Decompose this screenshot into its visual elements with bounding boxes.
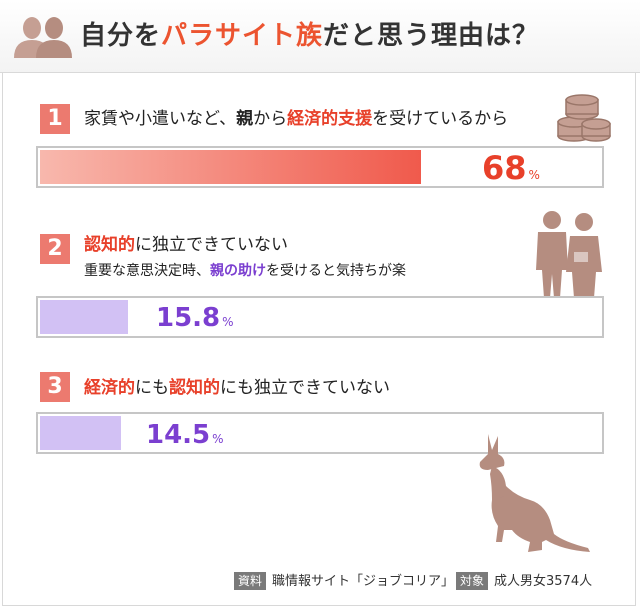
item-1-number-badge: 1 [40, 104, 70, 134]
item-3-bar [40, 416, 121, 450]
footer-target: 対象 成人男女3574人 [456, 572, 592, 592]
title-part-1: 自分を [80, 21, 162, 51]
item-2-label-text: に独立できていない [135, 235, 288, 255]
page-title: 自分をパラサイト族だと思う理由は？ [80, 18, 539, 54]
couple-icon [536, 211, 602, 298]
item-3-label-text: にも独立できていない [220, 378, 390, 398]
item-2-sublabel-text: 重要な意思決定時、 [84, 263, 210, 279]
item-3-number-badge: 3 [40, 372, 70, 402]
source-tag: 資料 [234, 572, 267, 590]
people-icon [14, 17, 72, 58]
item-2-label: 認知的に独立できていない [84, 233, 288, 257]
item-1-value: 68% [482, 152, 540, 184]
item-1-label: 家賃や小遣いなど、親から経済的支援を受けているから [84, 107, 508, 131]
item-1-value-unit: % [528, 168, 540, 182]
target-tag: 対象 [456, 572, 489, 590]
item-3-label-highlight: 認知的 [169, 378, 220, 398]
item-1-label-text: から [253, 109, 288, 129]
item-1-label-highlight: 経済的支援 [287, 109, 373, 129]
item-3-label: 経済的にも認知的にも独立できていない [84, 376, 390, 400]
item-2-number-badge: 2 [40, 234, 70, 264]
item-2-sublabel-highlight: 親の助け [210, 263, 266, 279]
item-2-sublabel: 重要な意思決定時、親の助けを受けると気持ちが楽 [84, 261, 406, 281]
title-part-2: パラサイト族 [161, 21, 324, 51]
item-3-value-unit: % [212, 432, 224, 446]
title-part-3: だと思う理由は？ [323, 21, 540, 51]
item-1-label-text: 家賃や小遣いなど、 [84, 109, 237, 129]
item-1-label-text: を受けているから [372, 109, 509, 129]
item-3-label-highlight: 経済的 [84, 378, 135, 398]
item-1-bar [40, 150, 421, 184]
footer-source: 資料 職情報サイト「ジョブコリア」 [234, 572, 454, 592]
item-2-sublabel-text: を受けると気持ちが楽 [266, 263, 406, 279]
header: 自分をパラサイト族だと思う理由は？ [0, 0, 640, 73]
item-3-value: 14.5% [146, 422, 224, 448]
item-3-bar-track [36, 412, 604, 454]
item-2-bar-track [36, 296, 604, 338]
source-text: 職情報サイト「ジョブコリア」 [272, 574, 455, 589]
item-3-value-number: 14.5 [146, 420, 211, 450]
coins-icon [557, 94, 611, 142]
item-1-value-number: 68 [482, 149, 527, 187]
item-3-label-text: にも [135, 378, 169, 398]
item-2-label-highlight: 認知的 [84, 235, 135, 255]
item-2-value-number: 15.8 [156, 303, 221, 333]
item-1-bar-track [36, 146, 604, 188]
item-2-value-unit: % [222, 315, 234, 329]
kangaroo-icon [479, 434, 590, 552]
item-1-label-bold: 親 [236, 109, 254, 129]
target-text: 成人男女3574人 [494, 574, 593, 589]
item-2-value: 15.8% [156, 305, 234, 331]
item-2-bar [40, 300, 128, 334]
